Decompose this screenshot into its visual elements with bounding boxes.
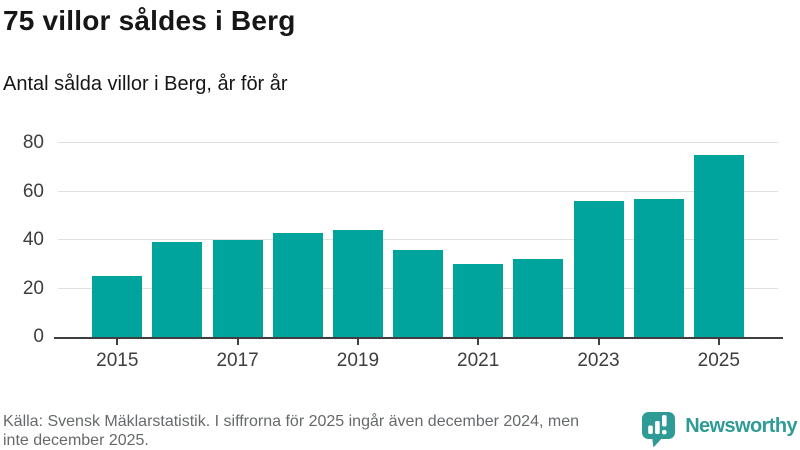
x-tick-label-2025: 2025 <box>697 350 740 371</box>
bar-2021 <box>453 264 504 337</box>
x-tick-label-2021: 2021 <box>457 350 500 371</box>
bar-2015 <box>92 276 143 337</box>
gridline-40 <box>58 239 778 240</box>
x-axis-line <box>54 337 783 339</box>
bar-2019 <box>332 230 383 337</box>
y-tick-label-40: 40 <box>22 229 44 250</box>
newsworthy-bubble-chart-icon <box>642 412 676 448</box>
x-tick-label-2019: 2019 <box>336 350 380 371</box>
y-tick-label-80: 80 <box>22 132 44 153</box>
bar-2025 <box>693 155 744 337</box>
bar-2018 <box>272 232 323 337</box>
bar-2017 <box>212 240 263 337</box>
x-tick-mark-2015 <box>116 338 119 345</box>
y-tick-label-60: 60 <box>22 180 44 202</box>
x-tick-label-2017: 2017 <box>216 350 259 371</box>
headline: 75 villor såldes i Berg <box>3 5 296 36</box>
x-tick-mark-2025 <box>717 338 720 345</box>
bar-2024 <box>633 198 684 337</box>
source-note: Källa: Svensk Mäklarstatistik. I siffror… <box>3 413 579 449</box>
bar-2016 <box>152 242 203 337</box>
gridline-60 <box>58 190 778 192</box>
x-tick-mark-2019 <box>356 338 359 345</box>
newsworthy-logo-text: Newsworthy <box>685 415 797 437</box>
y-tick-label-0: 0 <box>33 326 44 347</box>
bar-2020 <box>393 249 444 337</box>
bar-2022 <box>513 259 564 337</box>
x-tick-mark-2021 <box>477 338 480 345</box>
y-tick-label-20: 20 <box>22 277 44 299</box>
bar-2023 <box>573 201 624 337</box>
x-tick-label-2023: 2023 <box>577 350 620 371</box>
plot-area <box>58 137 778 337</box>
x-tick-mark-2017 <box>236 338 239 345</box>
chart-subtitle: Antal sålda villor i Berg, år för år <box>3 73 288 95</box>
x-tick-mark-2023 <box>597 338 600 345</box>
x-tick-label-2015: 2015 <box>96 350 139 371</box>
newsworthy-logo-link[interactable]: Newsworthy <box>641 411 798 448</box>
gridline-80 <box>58 142 778 143</box>
